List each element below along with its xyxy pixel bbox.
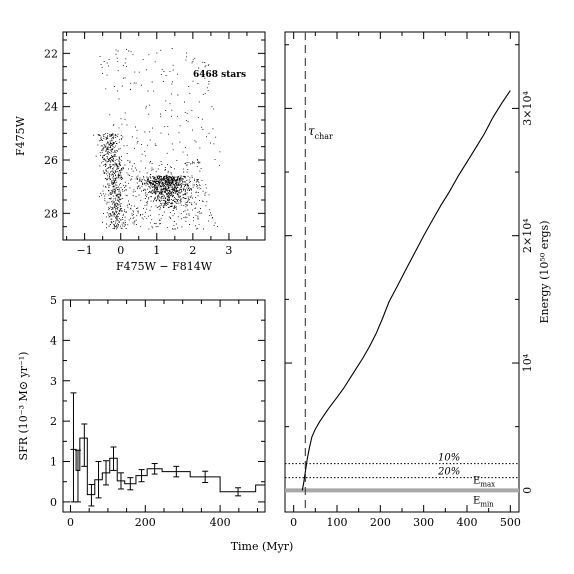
energy-ytick-label: 2×10⁴ (521, 218, 534, 253)
cmd-xtick-label: 0 (117, 244, 124, 257)
sfr-ytick-label: 1 (50, 456, 57, 469)
energy-threshold-label: 10% (438, 453, 460, 464)
sfr-xtick-label: 400 (210, 516, 231, 529)
sfr-panel: 0 200 400 0 1 2 3 4 5 SFR (10⁻³ M⊙ yr⁻¹) (17, 294, 266, 529)
cmd-xlabel: F475W − F814W (116, 260, 213, 273)
emin-label: Emin (473, 495, 494, 508)
sfr-xtick-label: 0 (67, 516, 74, 529)
cmd-xtick-label: 2 (189, 244, 196, 257)
cmd-stars (93, 48, 221, 230)
sfr-ytick-label: 0 (50, 496, 57, 509)
cmd-frame (62, 31, 266, 241)
emax-label-sub: max (480, 480, 495, 488)
energy-ytick-label: 0 (521, 487, 534, 494)
sfr-ytick-label: 2 (50, 415, 57, 428)
sfr-ytick-label: 4 (50, 334, 57, 347)
energy-frame (284, 31, 520, 513)
energy-threshold-label: 20% (437, 467, 460, 478)
cmd-star-count: 6468 stars (193, 70, 246, 80)
cmd-xtick-label: −1 (77, 244, 93, 257)
energy-ylabel: Energy (10⁵⁰ ergs) (538, 221, 551, 324)
time-xlabel: Time (Myr) (231, 540, 294, 553)
energy-xtick-label: 0 (290, 516, 297, 529)
energy-xtick-label: 300 (413, 516, 434, 529)
cmd-xtick-label: 1 (153, 244, 160, 257)
energy-ytick-label: 10⁴ (521, 353, 534, 372)
sfr-ylabel: SFR (10⁻³ M⊙ yr⁻¹) (17, 352, 30, 461)
cmd-ytick-label: 26 (44, 154, 58, 167)
energy-curve (301, 90, 511, 491)
emin-label-sub: min (480, 500, 494, 508)
cmd-panel: −1 0 1 2 3 22 24 26 28 F475W − F814W F475W 6468 sta… (14, 31, 266, 273)
tau-char-label: τchar (308, 124, 333, 141)
sfr-frame (62, 299, 266, 513)
sfr-xtick-label: 200 (135, 516, 156, 529)
sfr-ytick-label: 5 (50, 294, 57, 307)
energy-xtick-label: 500 (500, 516, 521, 529)
energy-xtick-label: 400 (457, 516, 478, 529)
energy-xtick-label: 200 (370, 516, 391, 529)
energy-ytick-label: 3×10⁴ (521, 90, 534, 125)
tau-char-label-main: τ (308, 124, 315, 138)
emin-label-main: E (473, 495, 480, 506)
cmd-ylabel: F475W (14, 115, 27, 156)
cmd-xtick-label: 3 (225, 244, 232, 257)
energy-panel: 0 100 200 300 400 500 0 10⁴ 2×10⁴ 3×10⁴ Energy (10… (231, 31, 551, 553)
sfr-step-line (70, 437, 265, 496)
emax-label: Emax (473, 475, 495, 488)
tau-char-label-sub: char (315, 132, 333, 141)
cmd-ytick-label: 22 (44, 47, 58, 60)
cmd-ytick-label: 28 (44, 207, 58, 220)
cmd-ytick-label: 24 (44, 101, 58, 114)
emax-label-main: E (473, 475, 480, 486)
sfr-ytick-label: 3 (50, 375, 57, 388)
energy-xtick-label: 100 (327, 516, 348, 529)
